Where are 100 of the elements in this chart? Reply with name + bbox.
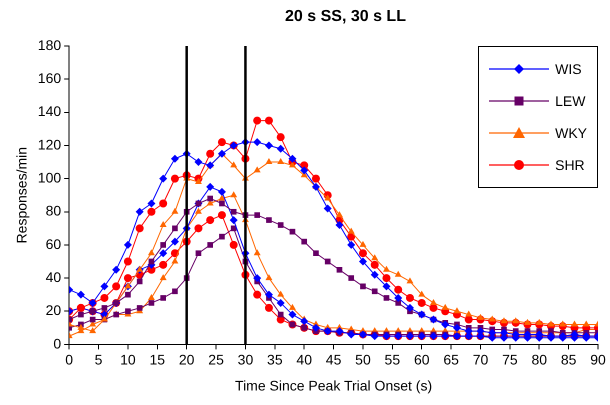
x-tick-label: 25 bbox=[208, 352, 224, 368]
x-tick-label: 80 bbox=[531, 352, 548, 368]
point bbox=[276, 298, 285, 307]
point bbox=[301, 238, 308, 244]
point bbox=[76, 290, 85, 299]
point bbox=[288, 161, 296, 168]
point bbox=[207, 196, 214, 202]
point bbox=[288, 154, 296, 163]
x-tick-label: 55 bbox=[384, 352, 400, 368]
point bbox=[230, 208, 237, 215]
point bbox=[406, 277, 414, 284]
point bbox=[348, 228, 355, 234]
legend-label: WKY bbox=[555, 125, 587, 141]
point bbox=[394, 294, 402, 302]
point bbox=[171, 208, 178, 214]
point bbox=[230, 240, 238, 249]
point bbox=[383, 266, 390, 272]
point bbox=[324, 258, 331, 264]
y-tick-label: 100 bbox=[38, 169, 62, 186]
y-tick-label: 80 bbox=[46, 202, 62, 219]
point bbox=[277, 290, 284, 297]
x-tick-label: 90 bbox=[590, 352, 606, 368]
point bbox=[170, 238, 179, 246]
point bbox=[336, 266, 342, 273]
y-tick-label: 40 bbox=[46, 268, 62, 285]
point bbox=[194, 158, 202, 166]
point bbox=[300, 166, 308, 174]
point bbox=[230, 161, 238, 168]
point bbox=[136, 208, 144, 216]
y-tick-label: 140 bbox=[38, 103, 62, 120]
x-tick-label: 30 bbox=[238, 352, 254, 368]
point bbox=[278, 222, 284, 228]
point bbox=[442, 304, 449, 310]
y-tick-label: 20 bbox=[46, 302, 62, 318]
point bbox=[196, 250, 202, 256]
point bbox=[276, 144, 285, 153]
x-tick-label: 5 bbox=[94, 352, 103, 368]
point bbox=[465, 310, 472, 317]
point bbox=[194, 208, 202, 214]
point bbox=[206, 150, 214, 158]
point bbox=[102, 305, 108, 311]
point bbox=[266, 217, 272, 223]
point bbox=[124, 274, 132, 282]
y-axis-title: Responses/min bbox=[13, 146, 30, 244]
point bbox=[77, 324, 84, 330]
point bbox=[452, 324, 461, 332]
point bbox=[230, 191, 238, 198]
point bbox=[160, 295, 166, 301]
point bbox=[148, 249, 155, 256]
point bbox=[406, 304, 414, 312]
point bbox=[559, 320, 566, 327]
point bbox=[382, 282, 390, 290]
x-tick-label: 20 bbox=[178, 352, 195, 368]
point bbox=[230, 216, 238, 224]
point bbox=[372, 288, 378, 294]
point bbox=[300, 317, 308, 326]
x-tick-label: 70 bbox=[472, 352, 488, 368]
point bbox=[136, 278, 142, 284]
point bbox=[488, 316, 496, 322]
point bbox=[218, 211, 226, 220]
point bbox=[78, 312, 84, 318]
point bbox=[335, 221, 344, 230]
y-tick-label: 0 bbox=[53, 335, 62, 352]
x-tick-label: 35 bbox=[267, 352, 283, 368]
point bbox=[160, 221, 167, 228]
point bbox=[348, 275, 354, 281]
y-tick-label: 120 bbox=[38, 136, 62, 152]
point bbox=[312, 324, 320, 332]
point bbox=[218, 194, 226, 201]
point bbox=[360, 284, 366, 290]
point bbox=[382, 274, 390, 282]
point bbox=[394, 286, 402, 294]
point bbox=[312, 174, 320, 183]
point bbox=[477, 314, 484, 320]
x-tick-label: 50 bbox=[355, 352, 371, 368]
point bbox=[160, 274, 167, 280]
x-tick-label: 60 bbox=[414, 352, 430, 368]
point bbox=[253, 274, 262, 282]
point bbox=[254, 166, 261, 172]
x-axis-title: Time Since Peak Trial Onset (s) bbox=[235, 377, 432, 394]
point bbox=[159, 199, 168, 208]
x-tick-label: 40 bbox=[296, 352, 312, 368]
point bbox=[172, 288, 178, 294]
legend-label: WIS bbox=[555, 61, 582, 77]
point bbox=[218, 188, 226, 196]
y-tick-label: 160 bbox=[38, 70, 62, 86]
chart-title: 20 s SS, 30 s LL bbox=[284, 8, 407, 26]
point bbox=[464, 316, 473, 324]
point bbox=[370, 270, 379, 279]
point bbox=[394, 270, 402, 277]
point bbox=[571, 320, 578, 327]
point bbox=[112, 282, 120, 290]
point bbox=[125, 308, 131, 314]
point bbox=[148, 258, 154, 264]
point bbox=[288, 304, 296, 310]
point bbox=[112, 266, 120, 274]
point bbox=[347, 240, 356, 249]
point bbox=[170, 154, 179, 163]
point bbox=[172, 226, 178, 232]
point bbox=[147, 208, 156, 216]
